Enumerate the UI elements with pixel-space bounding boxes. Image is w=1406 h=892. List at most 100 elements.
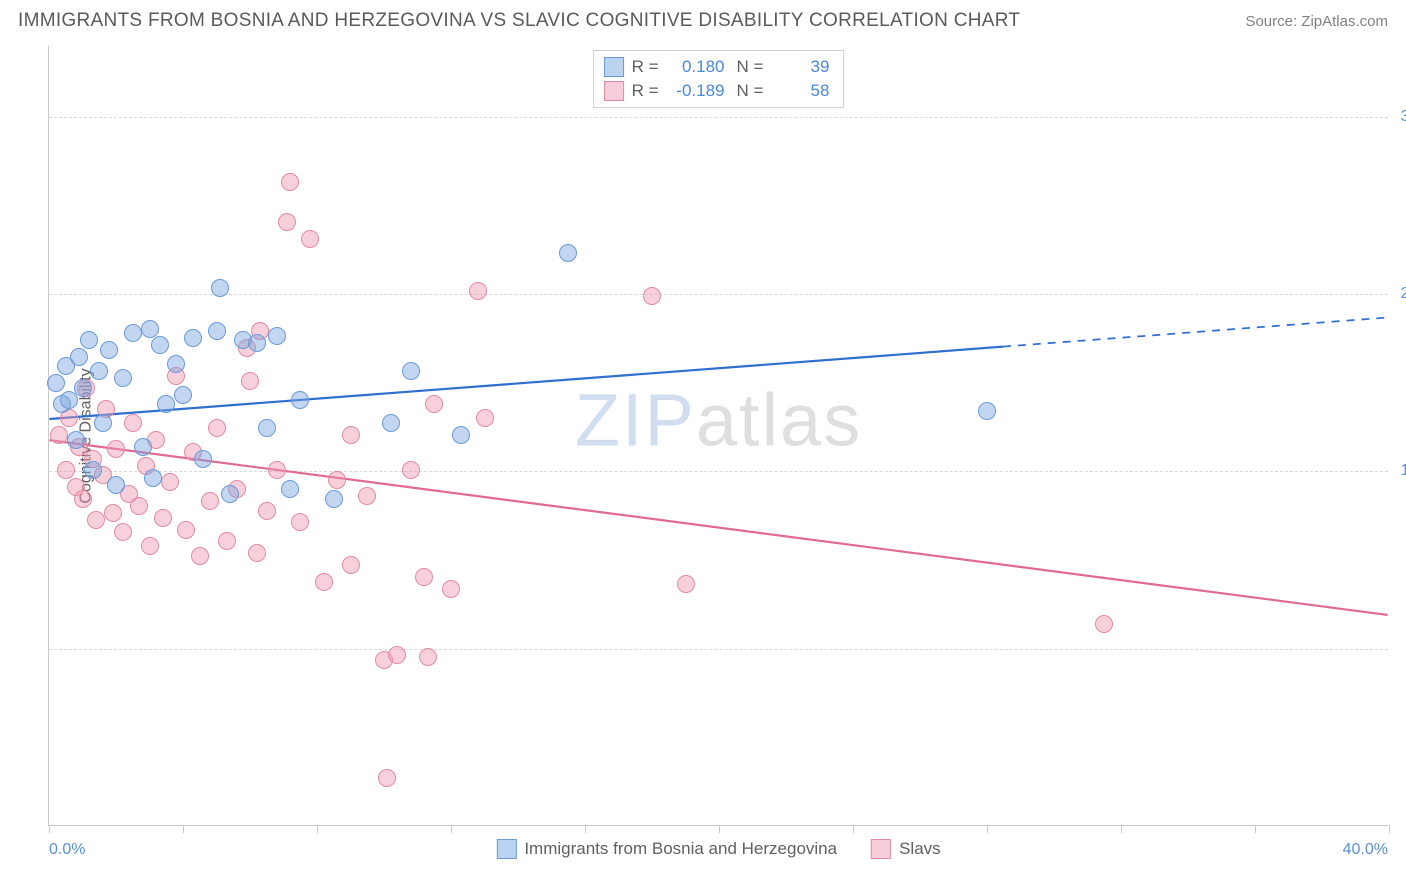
data-point [476, 409, 494, 427]
swatch-icon [604, 57, 624, 77]
data-point [114, 523, 132, 541]
data-point [211, 279, 229, 297]
swatch-icon [604, 81, 624, 101]
data-point [47, 374, 65, 392]
trend-lines [49, 46, 1388, 825]
data-point [325, 490, 343, 508]
r-label: R = [632, 57, 659, 77]
x-axis-max-label: 40.0% [1343, 841, 1388, 859]
gridline [49, 294, 1388, 295]
swatch-icon [496, 839, 516, 859]
data-point [208, 322, 226, 340]
swatch-icon [871, 839, 891, 859]
data-point [221, 485, 239, 503]
data-point [1095, 615, 1113, 633]
data-point [248, 334, 266, 352]
data-point [378, 769, 396, 787]
watermark: ZIPatlas [575, 377, 862, 462]
x-tick [49, 825, 50, 833]
data-point [402, 362, 420, 380]
data-point [342, 556, 360, 574]
data-point [425, 395, 443, 413]
data-point [291, 513, 309, 531]
data-point [177, 521, 195, 539]
data-point [80, 331, 98, 349]
data-point [74, 379, 92, 397]
data-point [161, 473, 179, 491]
data-point [452, 426, 470, 444]
y-tick-label: 30.0% [1401, 108, 1406, 126]
series-label: Slavs [899, 839, 941, 859]
x-axis-min-label: 0.0% [49, 841, 85, 859]
data-point [134, 438, 152, 456]
data-point [248, 544, 266, 562]
r-value: -0.189 [671, 81, 725, 101]
x-tick [1389, 825, 1390, 833]
data-point [677, 575, 695, 593]
data-point [258, 419, 276, 437]
series-legend: Immigrants from Bosnia and Herzegovina S… [496, 839, 940, 859]
data-point [70, 348, 88, 366]
n-label: N = [737, 81, 764, 101]
data-point [328, 471, 346, 489]
data-point [281, 173, 299, 191]
data-point [315, 573, 333, 591]
legend-row-series-b: R = -0.189 N = 58 [604, 79, 834, 103]
watermark-part1: ZIP [575, 378, 696, 461]
chart-title: IMMIGRANTS FROM BOSNIA AND HERZEGOVINA V… [18, 10, 1020, 32]
data-point [104, 504, 122, 522]
correlation-legend: R = 0.180 N = 39 R = -0.189 N = 58 [593, 50, 845, 108]
data-point [278, 213, 296, 231]
data-point [291, 391, 309, 409]
legend-item-series-b: Slavs [871, 839, 941, 859]
legend-row-series-a: R = 0.180 N = 39 [604, 55, 834, 79]
data-point [388, 646, 406, 664]
data-point [141, 537, 159, 555]
data-point [157, 395, 175, 413]
series-label: Immigrants from Bosnia and Herzegovina [524, 839, 837, 859]
data-point [268, 327, 286, 345]
data-point [191, 547, 209, 565]
watermark-part2: atlas [696, 378, 862, 461]
r-value: 0.180 [671, 57, 725, 77]
data-point [154, 509, 172, 527]
x-tick [987, 825, 988, 833]
x-tick [1255, 825, 1256, 833]
data-point [100, 341, 118, 359]
n-value: 39 [775, 57, 829, 77]
data-point [87, 511, 105, 529]
gridline [49, 471, 1388, 472]
data-point [643, 287, 661, 305]
data-point [281, 480, 299, 498]
data-point [94, 414, 112, 432]
gridline [49, 649, 1388, 650]
data-point [218, 532, 236, 550]
x-tick [585, 825, 586, 833]
data-point [124, 324, 142, 342]
x-tick [719, 825, 720, 833]
data-point [184, 329, 202, 347]
data-point [84, 461, 102, 479]
data-point [419, 648, 437, 666]
data-point [268, 461, 286, 479]
data-point [241, 372, 259, 390]
data-point [358, 487, 376, 505]
data-point [141, 320, 159, 338]
data-point [208, 419, 226, 437]
data-point [559, 244, 577, 262]
data-point [978, 402, 996, 420]
x-tick [317, 825, 318, 833]
x-tick [853, 825, 854, 833]
data-point [50, 426, 68, 444]
x-tick [183, 825, 184, 833]
data-point [90, 362, 108, 380]
r-label: R = [632, 81, 659, 101]
data-point [114, 369, 132, 387]
data-point [201, 492, 219, 510]
data-point [144, 469, 162, 487]
y-tick-label: 15.0% [1401, 462, 1406, 480]
scatter-chart: Cognitive Disability 7.5%15.0%22.5%30.0%… [48, 46, 1388, 826]
n-label: N = [737, 57, 764, 77]
data-point [469, 282, 487, 300]
data-point [382, 414, 400, 432]
